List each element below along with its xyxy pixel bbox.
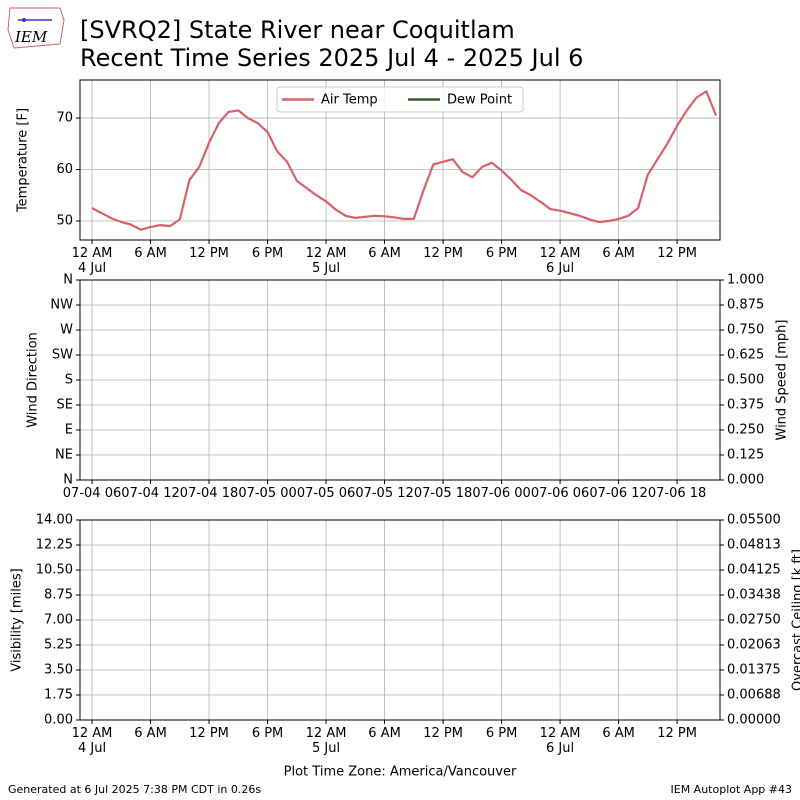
y-tick-label: 8.75 xyxy=(44,588,73,603)
y2-tick-label: 0.750 xyxy=(727,323,764,338)
y-axis-label: Wind Direction xyxy=(26,332,41,428)
y-tick-label: 70 xyxy=(56,111,73,126)
x-tick-label: 6 PM xyxy=(251,246,284,261)
y2-tick-label: 0.05500 xyxy=(727,513,781,528)
y-tick-label: E xyxy=(65,423,73,438)
x-tick-label: 12 PM xyxy=(657,246,697,261)
x-tick-label: 12 PM xyxy=(423,246,463,261)
y-tick-label: NW xyxy=(50,298,73,313)
x-tick-label: 07-05 12 xyxy=(355,486,414,501)
x-tick-label: 12 AM 4 Jul xyxy=(71,246,113,276)
x-tick-label: 12 AM 5 Jul xyxy=(305,726,347,756)
y-axis-label: Temperature [F] xyxy=(16,108,31,213)
x-tick-label: 6 AM xyxy=(602,726,635,741)
x-axis-label: Plot Time Zone: America/Vancouver xyxy=(284,765,517,780)
y2-tick-label: 0.04813 xyxy=(727,538,781,553)
x-tick-label: 12 AM 6 Jul xyxy=(539,726,581,756)
x-tick-label: 07-04 18 xyxy=(179,486,239,501)
y2-axis-label: Wind Speed [mph] xyxy=(775,320,790,441)
x-tick-label: 12 PM xyxy=(189,726,229,741)
x-tick-label: 07-06 00 xyxy=(472,486,531,501)
y2-tick-label: 0.01375 xyxy=(727,663,781,678)
x-tick-label: 6 PM xyxy=(251,726,284,741)
y-tick-label: 12.25 xyxy=(36,538,73,553)
x-tick-label: 07-06 06 xyxy=(530,486,590,501)
y-tick-label: 7.00 xyxy=(44,613,73,628)
x-tick-label: 12 AM 5 Jul xyxy=(305,246,347,276)
legend-box xyxy=(276,86,524,113)
y2-axis-label: Overcast Ceiling [k ft] xyxy=(791,549,800,691)
x-tick-label: 07-06 18 xyxy=(647,486,707,501)
y-tick-label: NE xyxy=(55,448,73,463)
y2-tick-label: 0.250 xyxy=(727,423,764,438)
y2-tick-label: 0.875 xyxy=(727,298,764,313)
x-tick-label: 6 PM xyxy=(485,726,518,741)
y-tick-label: N xyxy=(63,473,73,488)
logo-dot xyxy=(22,18,26,22)
y-tick-label: S xyxy=(65,373,73,388)
x-tick-label: 12 PM xyxy=(657,726,697,741)
y-tick-label: 1.75 xyxy=(44,688,73,703)
y-tick-label: 5.25 xyxy=(44,638,73,653)
x-tick-label: 6 AM xyxy=(602,246,635,261)
x-tick-label: 6 AM xyxy=(134,726,167,741)
y2-tick-label: 0.02750 xyxy=(727,613,781,628)
y-tick-label: 50 xyxy=(56,213,73,228)
legend-label: Air Temp xyxy=(321,93,378,108)
y2-tick-label: 0.03438 xyxy=(727,588,781,603)
subtitle: Recent Time Series 2025 Jul 4 - 2025 Jul… xyxy=(80,44,583,72)
x-tick-label: 07-04 06 xyxy=(62,486,122,501)
logo: IEM xyxy=(7,7,65,49)
x-tick-label: 6 PM xyxy=(485,246,518,261)
x-tick-label: 07-06 12 xyxy=(589,486,648,501)
y2-tick-label: 0.000 xyxy=(727,473,764,488)
y-tick-label: 10.50 xyxy=(36,563,73,578)
x-tick-label: 6 AM xyxy=(368,726,401,741)
y2-tick-label: 1.000 xyxy=(727,273,764,288)
y2-tick-label: 0.625 xyxy=(727,348,764,363)
title: [SVRQ2] State River near Coquitlam xyxy=(80,16,515,44)
y-tick-label: SE xyxy=(57,398,73,413)
plot-frame xyxy=(79,279,721,481)
footer-generated: Generated at 6 Jul 2025 7:38 PM CDT in 0… xyxy=(8,783,261,796)
x-tick-label: 6 AM xyxy=(134,246,167,261)
y2-tick-label: 0.500 xyxy=(727,373,764,388)
logo-outline xyxy=(7,7,65,49)
x-tick-label: 12 AM 6 Jul xyxy=(539,246,581,276)
y-tick-label: W xyxy=(60,323,73,338)
logo-text: IEM xyxy=(14,28,48,46)
y2-tick-label: 0.04125 xyxy=(727,563,781,578)
y-axis-label: Visibility [miles] xyxy=(10,568,25,671)
y2-tick-label: 0.375 xyxy=(727,398,764,413)
y-tick-label: 3.50 xyxy=(44,663,73,678)
plot-frame xyxy=(79,79,721,241)
y2-tick-label: 0.02063 xyxy=(727,638,781,653)
y2-tick-label: 0.125 xyxy=(727,448,764,463)
x-tick-label: 6 AM xyxy=(368,246,401,261)
legend-label: Dew Point xyxy=(447,93,512,108)
x-tick-label: 12 AM 4 Jul xyxy=(71,726,113,756)
x-tick-label: 07-05 18 xyxy=(413,486,473,501)
y-tick-label: 14.00 xyxy=(36,513,73,528)
plot-frame xyxy=(79,519,721,721)
y-tick-label: 0.00 xyxy=(44,713,73,728)
x-tick-label: 07-04 12 xyxy=(121,486,180,501)
x-tick-label: 12 PM xyxy=(189,246,229,261)
y-tick-label: SW xyxy=(52,348,73,363)
y2-tick-label: 0.00000 xyxy=(727,713,781,728)
y2-tick-label: 0.00688 xyxy=(727,688,781,703)
x-tick-label: 07-05 06 xyxy=(296,486,356,501)
x-tick-label: 07-05 00 xyxy=(238,486,297,501)
y-tick-label: N xyxy=(63,273,73,288)
data-line xyxy=(91,90,718,231)
x-tick-label: 12 PM xyxy=(423,726,463,741)
y-tick-label: 60 xyxy=(56,162,73,177)
footer-app: IEM Autoplot App #43 xyxy=(671,783,793,796)
